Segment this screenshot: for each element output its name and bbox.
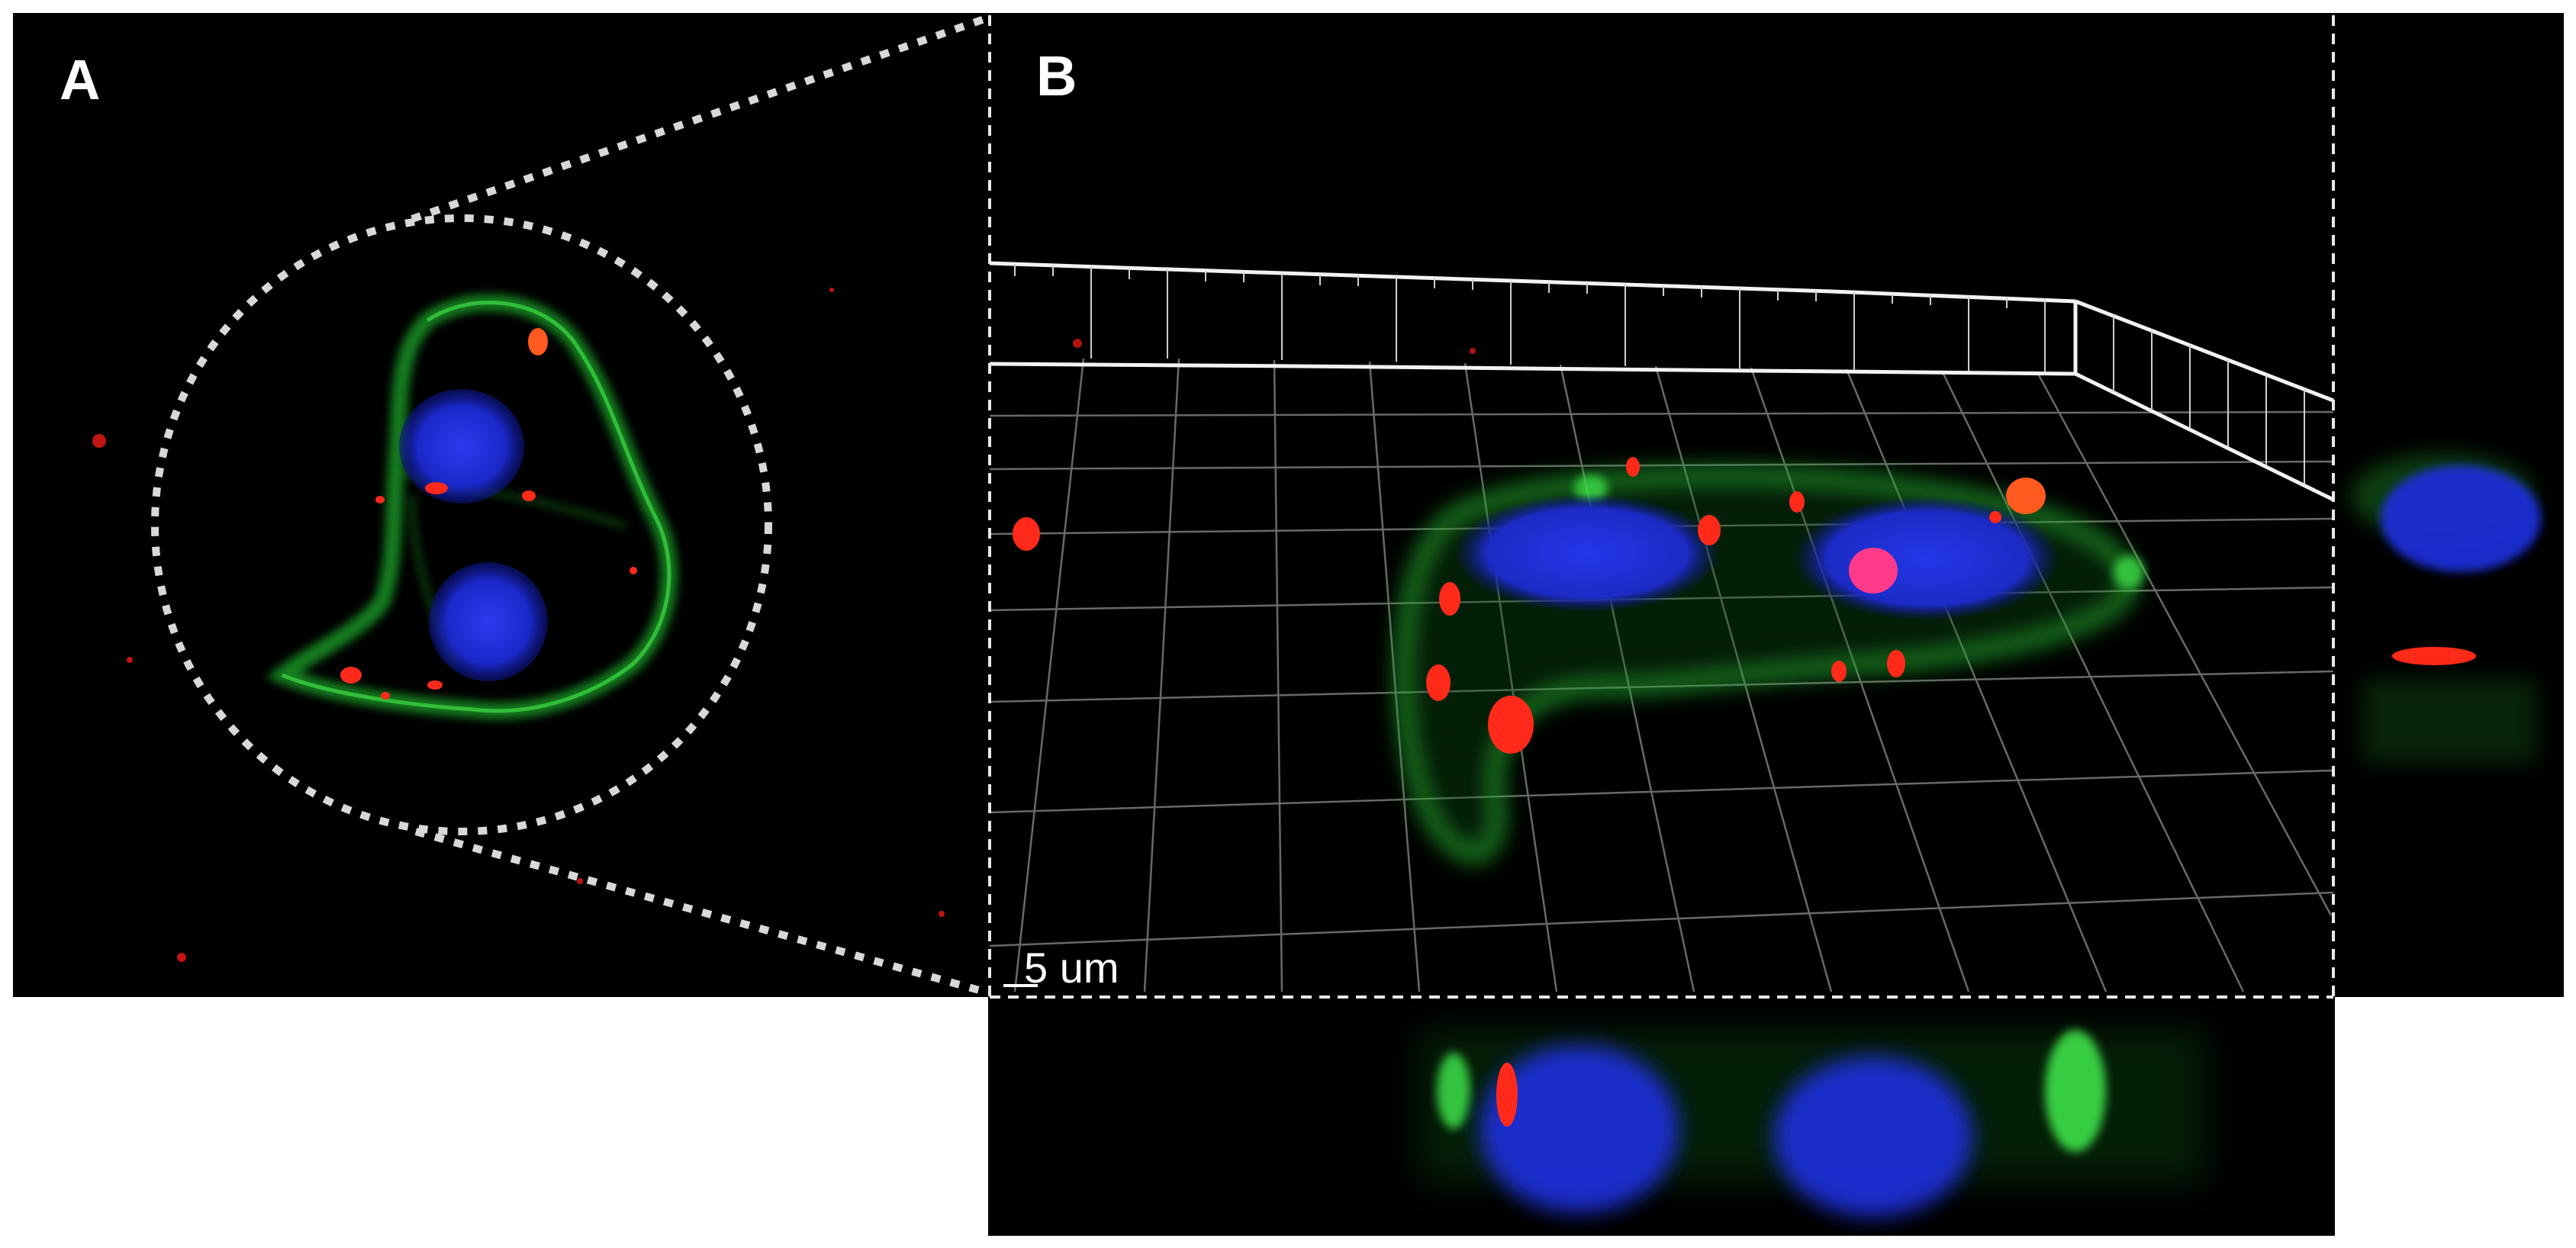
panel-b-nucleus-left [1454,494,1721,613]
panel-b-nucleus-right [1793,496,2060,621]
zoom-line-top [411,15,986,223]
panel-a-zoom-circle [151,214,772,835]
panel-b-bounding-box [989,261,2335,502]
panel-a-nucleus-upper [399,389,524,503]
panel-a-background-specks [92,288,945,962]
panel-b-scale-bar: 5 um [1003,944,1119,992]
panel-b-letter: B [1036,44,1077,108]
panel-a-nucleus-lower [429,562,548,681]
side-view-bottom [988,997,2335,1236]
scale-bar-label: 5 um [1024,944,1119,992]
view-divider-lines [988,15,2335,999]
panel-a-particles [340,328,637,700]
side-view-right [2335,13,2564,997]
panel-b-ruler-ticks [1014,264,2305,484]
panel-a-letter: A [60,48,100,111]
panel-b-particles [1013,339,2046,754]
panel-b: 5 um B [988,13,2335,997]
panel-a-image-background [13,13,992,997]
panel-a: A [13,13,992,997]
